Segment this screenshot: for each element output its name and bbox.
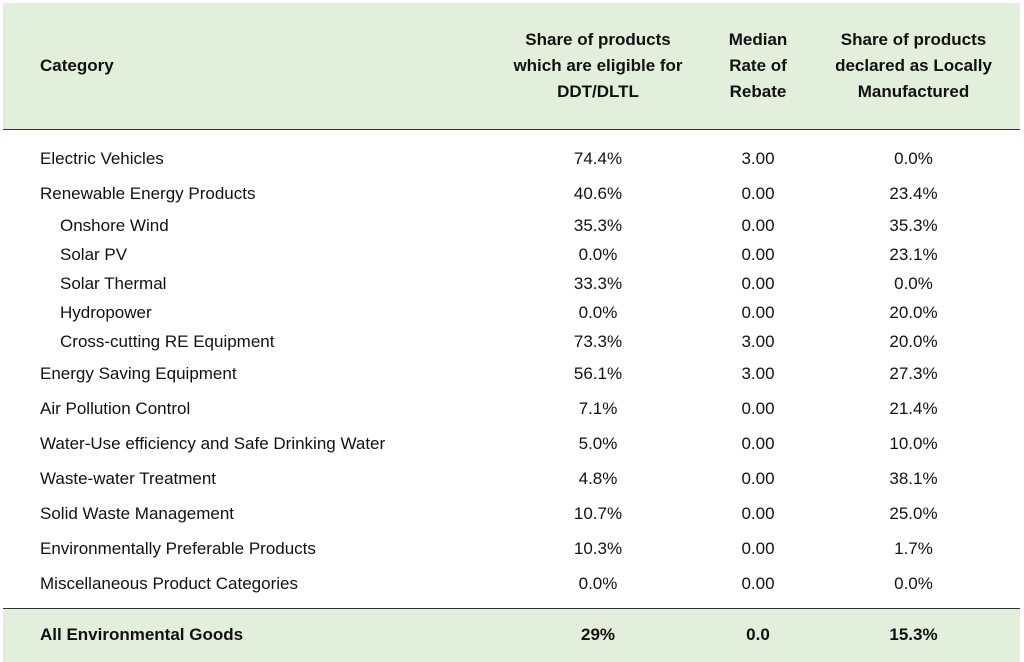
environmental-goods-table: Category Share of products which are eli… xyxy=(3,3,1020,662)
total-eligible: 29% xyxy=(580,625,616,645)
header-eligible-line: DDT/DLTL xyxy=(557,81,639,101)
row-rate: 0.00 xyxy=(741,574,775,593)
header-eligible-line: which are eligible for xyxy=(513,55,683,75)
row-rate: 0.00 xyxy=(741,469,775,488)
header-median-rate: Median Rate of Rebate xyxy=(709,3,807,130)
row-rate: 3.00 xyxy=(741,332,775,351)
table-row: Electric Vehicles 74.4% 3.00 0.0% xyxy=(3,142,1020,177)
row-eligible: 0.0% xyxy=(578,303,618,322)
row-rate: 0.00 xyxy=(741,504,775,523)
row-local: 23.4% xyxy=(889,184,938,203)
row-category: Electric Vehicles xyxy=(40,149,164,168)
header-rate-line: Rate of xyxy=(729,55,787,75)
row-category: Air Pollution Control xyxy=(40,399,191,418)
row-local: 20.0% xyxy=(889,332,938,351)
row-local: 38.1% xyxy=(889,469,938,488)
row-rate: 3.00 xyxy=(741,364,775,383)
table-row: Air Pollution Control 7.1% 0.00 21.4% xyxy=(3,392,1020,427)
row-category: Cross-cutting RE Equipment xyxy=(60,332,275,351)
row-rate: 0.00 xyxy=(741,434,775,453)
row-eligible: 40.6% xyxy=(573,184,623,203)
header-rate-line: Median xyxy=(728,29,788,49)
row-category: Solar Thermal xyxy=(60,274,167,293)
table-row: Solid Waste Management 10.7% 0.00 25.0% xyxy=(3,497,1020,532)
row-category: Water-Use efficiency and Safe Drinking W… xyxy=(40,434,386,453)
header-category: Category xyxy=(3,3,487,130)
header-local-line: declared as Locally xyxy=(835,55,992,75)
row-rate: 0.00 xyxy=(741,274,775,293)
total-rate: 0.0 xyxy=(746,625,770,645)
row-local: 35.3% xyxy=(889,216,938,235)
row-eligible: 35.3% xyxy=(573,216,623,235)
row-local: 10.0% xyxy=(889,434,938,453)
header-local-line: Share of products xyxy=(840,29,987,49)
table-row: Energy Saving Equipment 56.1% 3.00 27.3% xyxy=(3,357,1020,392)
header-local-line: Manufactured xyxy=(857,81,970,101)
row-local: 25.0% xyxy=(889,504,938,523)
header-rate-line: Rebate xyxy=(729,81,787,101)
row-eligible: 7.1% xyxy=(578,399,618,418)
row-eligible: 56.1% xyxy=(573,364,623,383)
row-category: Miscellaneous Product Categories xyxy=(40,574,298,593)
total-row: All Environmental Goods 29% 0.0 15.3% xyxy=(3,608,1020,662)
table-subrow: Cross-cutting RE Equipment 73.3% 3.00 20… xyxy=(3,328,1020,357)
row-eligible: 5.0% xyxy=(578,434,618,453)
row-eligible: 10.3% xyxy=(573,539,623,558)
row-category: Onshore Wind xyxy=(60,216,169,235)
row-eligible: 4.8% xyxy=(578,469,618,488)
table-subrow: Hydropower 0.0% 0.00 20.0% xyxy=(3,299,1020,328)
row-local: 0.0% xyxy=(894,149,933,168)
header-eligible-share: Share of products which are eligible for… xyxy=(487,3,709,130)
row-rate: 3.00 xyxy=(741,149,775,168)
table-row: Water-Use efficiency and Safe Drinking W… xyxy=(3,427,1020,462)
row-local: 21.4% xyxy=(889,399,938,418)
row-eligible: 0.0% xyxy=(578,245,618,264)
row-rate: 0.00 xyxy=(741,245,775,264)
row-rate: 0.00 xyxy=(741,539,775,558)
environmental-goods-table-container: Category Share of products which are eli… xyxy=(3,3,1020,662)
row-eligible: 0.0% xyxy=(578,574,618,593)
row-local: 23.1% xyxy=(889,245,938,264)
row-category: Energy Saving Equipment xyxy=(40,364,237,383)
row-local: 0.0% xyxy=(894,574,933,593)
header-eligible-line: Share of products xyxy=(525,29,671,49)
row-rate: 0.00 xyxy=(741,216,775,235)
row-category: Renewable Energy Products xyxy=(40,184,256,203)
header-local-share: Share of products declared as Locally Ma… xyxy=(807,3,1020,130)
total-local: 15.3% xyxy=(889,625,938,645)
table-row: Renewable Energy Products 40.6% 0.00 23.… xyxy=(3,177,1020,212)
row-category: Environmentally Preferable Products xyxy=(40,539,316,558)
total-category: All Environmental Goods xyxy=(40,625,244,645)
row-local: 20.0% xyxy=(889,303,938,322)
table-row: Miscellaneous Product Categories 0.0% 0.… xyxy=(3,567,1020,602)
row-rate: 0.00 xyxy=(741,303,775,322)
table-spacer xyxy=(3,601,1020,609)
table-subrow: Solar Thermal 33.3% 0.00 0.0% xyxy=(3,270,1020,299)
row-local: 0.0% xyxy=(894,274,933,293)
table-subrow: Onshore Wind 35.3% 0.00 35.3% xyxy=(3,212,1020,241)
row-eligible: 74.4% xyxy=(573,149,623,168)
row-category: Solar PV xyxy=(60,245,128,264)
row-rate: 0.00 xyxy=(741,399,775,418)
table-row: Waste-water Treatment 4.8% 0.00 38.1% xyxy=(3,462,1020,497)
table-subrow: Solar PV 0.0% 0.00 23.1% xyxy=(3,241,1020,270)
row-eligible: 33.3% xyxy=(573,274,623,293)
row-category: Hydropower xyxy=(60,303,152,322)
row-local: 1.7% xyxy=(894,539,933,558)
row-category: Solid Waste Management xyxy=(40,504,235,523)
row-eligible: 73.3% xyxy=(573,332,623,351)
row-eligible: 10.7% xyxy=(573,504,623,523)
row-local: 27.3% xyxy=(889,364,938,383)
row-category: Waste-water Treatment xyxy=(40,469,217,488)
table-header-row: Category Share of products which are eli… xyxy=(3,3,1020,130)
table-spacer xyxy=(3,129,1020,142)
table-row: Environmentally Preferable Products 10.3… xyxy=(3,532,1020,567)
row-rate: 0.00 xyxy=(741,184,775,203)
